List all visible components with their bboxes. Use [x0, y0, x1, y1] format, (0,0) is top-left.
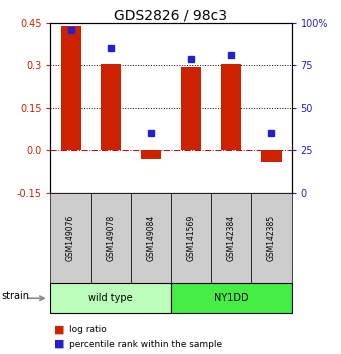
Text: GSM142385: GSM142385: [267, 215, 276, 261]
Bar: [60, 26, 80, 150]
Text: percentile rank within the sample: percentile rank within the sample: [69, 339, 222, 349]
Text: log ratio: log ratio: [69, 325, 107, 335]
Bar: [141, 150, 161, 159]
Bar: [101, 64, 121, 150]
Text: ■: ■: [54, 325, 64, 335]
Bar: [262, 150, 282, 162]
Text: GSM142384: GSM142384: [227, 215, 236, 261]
Bar: [181, 67, 201, 150]
Text: NY1DD: NY1DD: [214, 293, 249, 303]
Text: GDS2826 / 98c3: GDS2826 / 98c3: [114, 9, 227, 23]
Text: wild type: wild type: [88, 293, 133, 303]
Text: strain: strain: [2, 291, 30, 302]
Text: ■: ■: [54, 339, 64, 349]
Text: GSM149076: GSM149076: [66, 215, 75, 261]
Bar: [221, 64, 241, 150]
Text: GSM141569: GSM141569: [187, 215, 196, 261]
Text: GSM149084: GSM149084: [146, 215, 155, 261]
Text: GSM149078: GSM149078: [106, 215, 115, 261]
